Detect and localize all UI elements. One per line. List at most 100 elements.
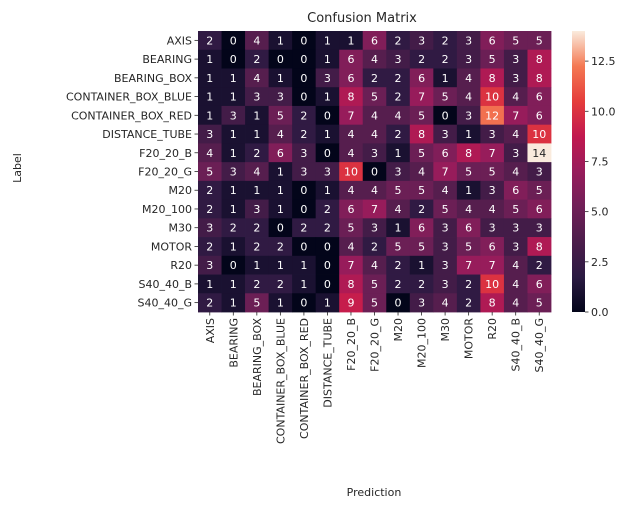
cell-value-label: 3 xyxy=(395,53,402,66)
cell-value-label: 2 xyxy=(253,278,260,291)
cell-value-label: 4 xyxy=(512,297,519,310)
cell-value-label: 4 xyxy=(347,240,354,253)
heatmap-cell xyxy=(433,180,458,200)
cell-value-label: 0 xyxy=(300,91,307,104)
cell-value-label: 2 xyxy=(253,222,260,235)
heatmap-cell xyxy=(456,237,481,257)
heatmap-cell xyxy=(480,199,505,219)
heatmap-cell xyxy=(503,218,528,238)
heatmap-cell xyxy=(339,124,364,144)
cell-value-label: 5 xyxy=(489,166,496,179)
heatmap-cell xyxy=(221,274,246,294)
cell-value-label: 3 xyxy=(512,147,519,160)
cell-value-label: 0 xyxy=(442,109,449,122)
heatmap-cell xyxy=(362,218,387,238)
heatmap-cell xyxy=(456,49,481,69)
cell-value-label: 6 xyxy=(418,72,425,85)
cell-value-label: 2 xyxy=(206,34,213,47)
heatmap-cell xyxy=(409,68,434,88)
heatmap-cell xyxy=(527,68,552,88)
cell-value-label: 6 xyxy=(536,278,543,291)
cell-value-label: 7 xyxy=(347,109,354,122)
cell-value-label: 1 xyxy=(324,34,331,47)
heatmap-cell xyxy=(433,218,458,238)
heatmap-cell xyxy=(433,143,458,163)
cell-value-label: 3 xyxy=(206,128,213,141)
heatmap-cell xyxy=(480,293,505,313)
heatmap-cell xyxy=(362,162,387,182)
cell-value-label: 3 xyxy=(465,34,472,47)
cell-value-label: 3 xyxy=(395,166,402,179)
heatmap-cell xyxy=(433,31,458,51)
cell-value-label: 2 xyxy=(324,203,331,216)
heatmap-cell xyxy=(480,162,505,182)
heatmap-cell xyxy=(268,218,293,238)
heatmap-cell xyxy=(527,105,552,126)
heatmap-cell xyxy=(198,218,222,238)
cell-value-label: 6 xyxy=(442,147,449,160)
cell-value-label: 0 xyxy=(324,147,331,160)
heatmap-cell xyxy=(245,105,269,126)
x-tick-label: F20_20_B xyxy=(345,318,358,371)
heatmap-cell xyxy=(433,49,458,69)
heatmap-cell xyxy=(480,218,505,238)
heatmap-cell xyxy=(245,180,269,200)
heatmap-cell xyxy=(268,162,293,182)
colorbar-tick-label: 0.0 xyxy=(591,306,609,319)
heatmap-cell xyxy=(503,31,528,51)
cell-value-label: 1 xyxy=(277,72,284,85)
cell-value-label: 10 xyxy=(344,166,358,179)
heatmap-cell xyxy=(245,274,269,294)
y-tick-label: S40_40_B xyxy=(138,278,192,291)
heatmap-cell xyxy=(245,87,269,107)
heatmap-cell xyxy=(292,31,317,51)
heatmap-cell xyxy=(433,162,458,182)
cell-value-label: 4 xyxy=(395,109,402,122)
heatmap-cell xyxy=(268,87,293,107)
heatmap-cell xyxy=(362,124,387,144)
heatmap-cell xyxy=(315,49,340,69)
cell-value-label: 4 xyxy=(489,203,496,216)
heatmap-cell xyxy=(198,124,222,144)
cell-value-label: 0 xyxy=(300,34,307,47)
y-tick-label: CONTAINER_BOX_BLUE xyxy=(66,91,192,104)
cell-value-label: 1 xyxy=(230,72,237,85)
heatmap-cell xyxy=(268,49,293,69)
cell-value-label: 3 xyxy=(489,128,496,141)
cell-value-label: 1 xyxy=(324,184,331,197)
heatmap-cell xyxy=(292,87,317,107)
heatmap-cell xyxy=(198,274,222,294)
heatmap-cell xyxy=(339,49,364,69)
cell-value-label: 2 xyxy=(465,278,472,291)
heatmap-cell xyxy=(268,293,293,313)
heatmap-cell xyxy=(268,105,293,126)
heatmap-cell xyxy=(409,255,434,275)
heatmap-cell xyxy=(292,162,317,182)
heatmap-cell xyxy=(198,87,222,107)
cell-value-label: 2 xyxy=(300,109,307,122)
cell-value-label: 1 xyxy=(206,53,213,66)
cell-value-label: 7 xyxy=(347,259,354,272)
heatmap-cell xyxy=(292,49,317,69)
cell-value-label: 1 xyxy=(230,128,237,141)
heatmap-cell xyxy=(527,293,552,313)
heatmap-cell xyxy=(409,199,434,219)
cell-value-label: 5 xyxy=(253,297,260,310)
cell-value-label: 5 xyxy=(371,278,378,291)
heatmap-cell xyxy=(527,162,552,182)
heatmap-cell xyxy=(503,68,528,88)
heatmap-cell xyxy=(456,293,481,313)
x-tick-label: BEARING_BOX xyxy=(251,318,264,396)
heatmap-cell xyxy=(409,87,434,107)
heatmap-cell xyxy=(362,87,387,107)
y-tick-label: BEARING_BOX xyxy=(114,72,192,85)
y-tick-label: AXIS xyxy=(167,34,192,47)
cell-value-label: 3 xyxy=(489,184,496,197)
cell-value-label: 4 xyxy=(371,259,378,272)
colorbar-tick-label: 5.0 xyxy=(591,206,609,219)
cell-value-label: 10 xyxy=(485,91,499,104)
heatmap-cell xyxy=(339,143,364,163)
cell-value-label: 2 xyxy=(442,53,449,66)
heatmap-cell xyxy=(245,255,269,275)
